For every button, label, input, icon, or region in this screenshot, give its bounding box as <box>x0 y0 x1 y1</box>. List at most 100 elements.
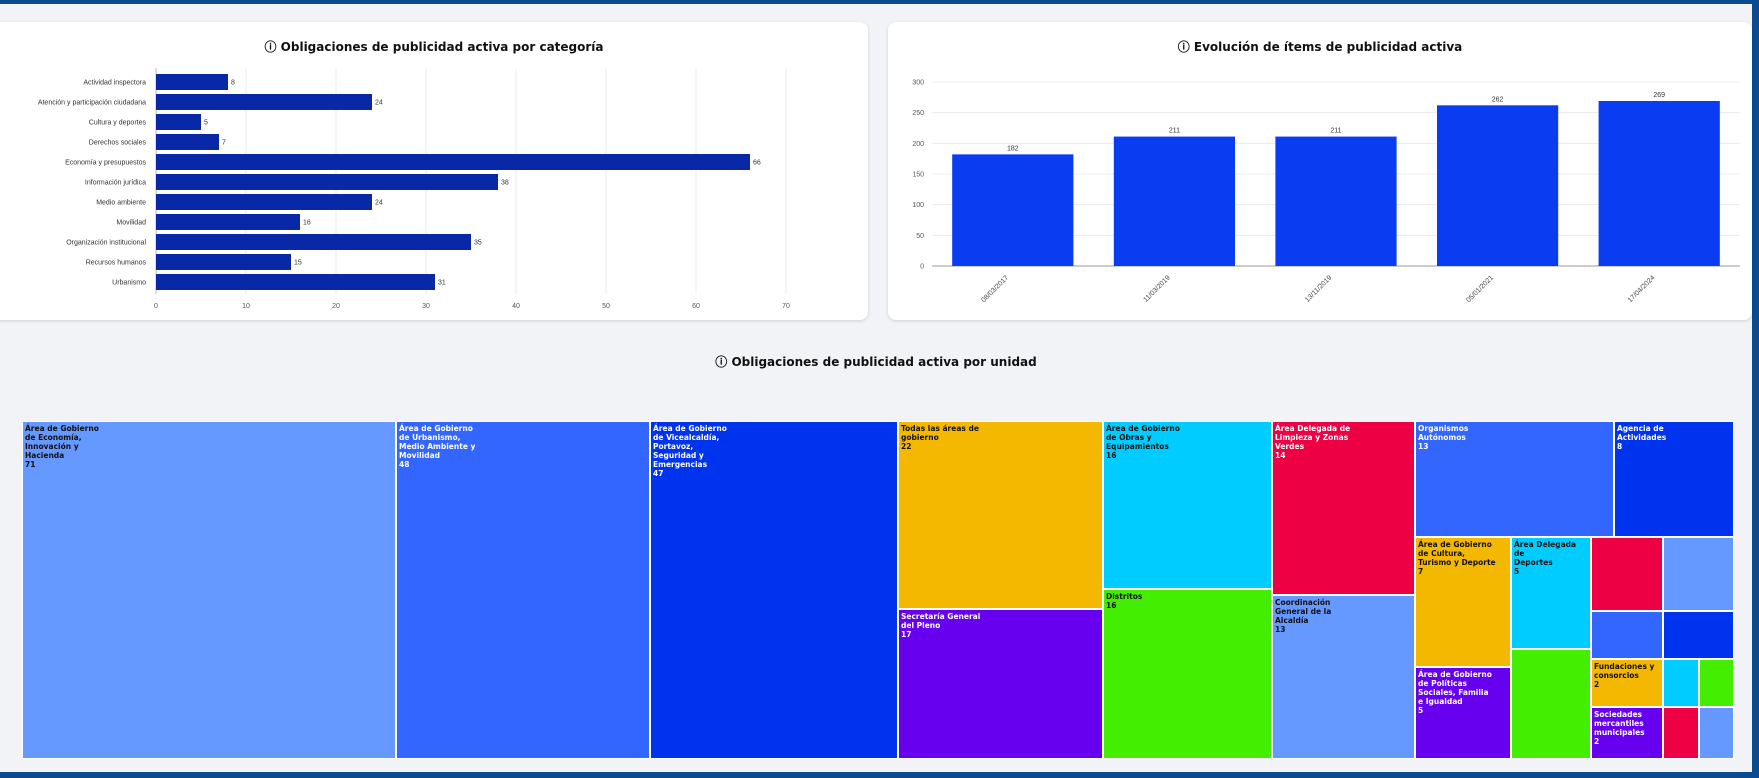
y-tick-label: 100 <box>912 202 924 209</box>
treemap-tile[interactable]: Área Delegada de Deportes 5 <box>1511 537 1591 649</box>
category-label: Movilidad <box>116 220 146 227</box>
bar <box>156 154 750 170</box>
treemap-tile[interactable]: Área de Gobierno de Urbanismo, Medio Amb… <box>396 421 650 759</box>
treemap-tile[interactable]: Sociedades mercantiles municipales 2 <box>1591 707 1663 759</box>
category-bar-chart: 0 10 20 30 40 50 60 70 Actividad inspectora 8 Aten… <box>38 68 790 310</box>
treemap-tile-label: Área de Gobierno de Políticas Sociales, … <box>1418 670 1492 715</box>
category-label: Urbanismo <box>112 280 146 287</box>
evolution-chart-title: ⓘ Evolución de ítems de publicidad activ… <box>1177 40 1463 54</box>
treemap-tile-label: Agencia de Actividades 8 <box>1617 424 1667 451</box>
treemap-tile[interactable] <box>1511 649 1591 759</box>
bar <box>952 154 1074 266</box>
bar-value-label: 38 <box>501 180 509 187</box>
treemap-tile-label: Coordinación General de la Alcaldía 13 <box>1275 598 1332 634</box>
treemap-tile[interactable] <box>1699 707 1734 759</box>
x-tick-label: 60 <box>692 303 700 310</box>
category-label: Atención y participación ciudadana <box>38 100 146 107</box>
treemap-tile[interactable] <box>1663 537 1734 611</box>
treemap-tile-label: Distritos 16 <box>1106 592 1143 610</box>
category-label: Organización institucional <box>66 240 146 247</box>
bar <box>156 274 435 290</box>
y-tick-label: 0 <box>920 264 924 271</box>
bar-value-label: 8 <box>231 80 235 87</box>
bar-value-label: 7 <box>222 140 226 147</box>
bar-value-label: 15 <box>294 260 302 267</box>
treemap-tile-label: Todas las áreas de gobierno 22 <box>901 424 979 451</box>
x-tick-label: 10 <box>242 303 250 310</box>
category-label: Economía y presupuestos <box>65 160 146 167</box>
treemap-tile[interactable]: Área de Gobierno de Economía, Innovación… <box>22 421 396 759</box>
x-tick-label: 20 <box>332 303 340 310</box>
treemap-tile[interactable]: Área Delegada de Limpieza y Zonas Verdes… <box>1272 421 1415 595</box>
y-tick-label: 200 <box>912 141 924 148</box>
bar <box>156 114 201 130</box>
category-chart-title: ⓘ Obligaciones de publicidad activa por … <box>264 40 604 54</box>
x-tick-label: 30 <box>422 303 430 310</box>
bar-value-label: 66 <box>753 160 761 167</box>
treemap-tile-label: Área de Gobierno de Cultura, Turismo y D… <box>1418 540 1496 576</box>
unit-treemap: Área de Gobierno de Economía, Innovación… <box>22 421 1734 759</box>
dashboard: ⓘ Obligaciones de publicidad activa por … <box>0 4 1752 772</box>
treemap-tile-label: Fundaciones y consorcios 2 <box>1594 662 1655 689</box>
bar <box>156 214 300 230</box>
treemap-tile[interactable] <box>1591 611 1663 659</box>
bar-value-label: 211 <box>1169 128 1180 135</box>
treemap-tile-label: Área de Gobierno de Vicealcaldía, Portav… <box>653 424 727 478</box>
treemap-tile-label: Área Delegada de Deportes 5 <box>1514 540 1577 576</box>
x-tick-label: 05/01/2021 <box>1465 274 1495 304</box>
treemap-tile-label: Área Delegada de Limpieza y Zonas Verdes… <box>1275 424 1351 460</box>
x-tick-label: 0 <box>154 303 158 310</box>
bar <box>156 74 228 90</box>
category-label: Medio ambiente <box>96 200 146 207</box>
bar-value-label: 5 <box>204 120 208 127</box>
bar-value-label: 31 <box>438 280 446 287</box>
evolution-chart-card: ⓘ Evolución de ítems de publicidad activ… <box>888 22 1752 320</box>
treemap-tile[interactable]: Organismos Autónomos 13 <box>1415 421 1614 537</box>
unit-treemap-title: ⓘ Obligaciones de publicidad activa por … <box>715 355 1037 369</box>
treemap-tile[interactable]: Área de Gobierno de Obras y Equipamiento… <box>1103 421 1272 589</box>
treemap-tile[interactable]: Secretaría General del Pleno 17 <box>898 609 1103 759</box>
treemap-tile[interactable]: Agencia de Actividades 8 <box>1614 421 1734 537</box>
category-label: Cultura y deportes <box>89 120 147 127</box>
bar-value-label: 16 <box>303 220 311 227</box>
treemap-tile[interactable] <box>1663 611 1734 659</box>
bar <box>156 254 291 270</box>
bar <box>1275 136 1397 266</box>
treemap-tile[interactable]: Coordinación General de la Alcaldía 13 <box>1272 595 1415 759</box>
bar <box>156 134 219 150</box>
bar <box>156 194 372 210</box>
treemap-tile[interactable]: Fundaciones y consorcios 2 <box>1591 659 1663 707</box>
bar <box>156 234 471 250</box>
bar <box>1437 105 1559 266</box>
bar-value-label: 262 <box>1492 96 1504 103</box>
treemap-tile[interactable] <box>1663 659 1699 707</box>
treemap-tile-label: Área de Gobierno de Obras y Equipamiento… <box>1106 424 1180 460</box>
x-tick-label: 11/03/2019 <box>1142 274 1171 303</box>
treemap-tile[interactable] <box>1699 659 1734 707</box>
bar-value-label: 269 <box>1653 92 1665 99</box>
category-label: Actividad inspectora <box>83 80 146 87</box>
bar <box>1598 101 1720 266</box>
category-label: Recursos humanos <box>86 260 147 267</box>
treemap-tile[interactable]: Todas las áreas de gobierno 22 <box>898 421 1103 609</box>
x-tick-label: 13/11/2019 <box>1304 274 1333 303</box>
bar <box>156 174 498 190</box>
x-tick-label: 08/03/2017 <box>980 274 1010 304</box>
bar-value-label: 35 <box>474 240 482 247</box>
bar-value-label: 24 <box>375 200 383 207</box>
bar <box>1113 136 1235 266</box>
x-tick-label: 70 <box>782 303 790 310</box>
y-tick-label: 300 <box>912 80 924 87</box>
x-tick-label: 40 <box>512 303 520 310</box>
treemap-tile-label: Sociedades mercantiles municipales 2 <box>1594 710 1645 746</box>
y-tick-label: 250 <box>912 110 924 117</box>
treemap-tile[interactable]: Área de Gobierno de Vicealcaldía, Portav… <box>650 421 898 759</box>
treemap-tile[interactable]: Distritos 16 <box>1103 589 1272 759</box>
category-label: Información jurídica <box>85 180 146 187</box>
x-tick-label: 50 <box>602 303 610 310</box>
treemap-tile[interactable] <box>1663 707 1699 759</box>
treemap-tile[interactable]: Área de Gobierno de Cultura, Turismo y D… <box>1415 537 1511 667</box>
treemap-tile[interactable] <box>1591 537 1663 611</box>
treemap-tile[interactable]: Área de Gobierno de Políticas Sociales, … <box>1415 667 1511 759</box>
treemap-tile-label: Secretaría General del Pleno 17 <box>901 612 981 639</box>
